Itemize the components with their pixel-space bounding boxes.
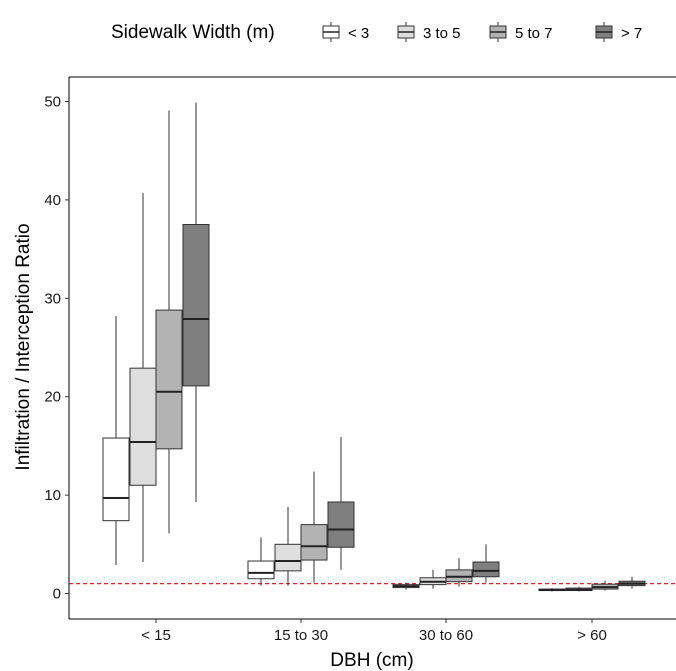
legend-item: 5 to 7 (489, 22, 553, 42)
legend-label: 3 to 5 (423, 25, 461, 42)
box-0-0 (102, 316, 130, 565)
box-body (182, 224, 210, 387)
plot-area (69, 102, 676, 592)
box-0-2 (392, 582, 420, 590)
box-2-0 (155, 110, 183, 534)
box-1-0 (129, 193, 157, 563)
y-tick-label: 20 (44, 389, 61, 406)
box-body (472, 561, 500, 578)
legend-label: < 3 (348, 25, 369, 42)
box-body (274, 543, 302, 572)
box-body (129, 367, 157, 486)
y-axis-ticks: 0 10 20 30 40 50 (44, 94, 69, 603)
box-0-1 (247, 537, 275, 586)
legend-item: 3 to 5 (397, 22, 461, 42)
box-3-0 (182, 102, 210, 502)
box-3-2 (472, 544, 500, 583)
y-axis-title: Infiltration / Interception Ratio (13, 223, 34, 470)
x-tick-label: 30 to 60 (419, 627, 473, 644)
x-tick-label: < 15 (141, 627, 171, 644)
legend-label: 5 to 7 (515, 25, 553, 42)
box-3-1 (327, 437, 355, 570)
x-axis-ticks: < 15 15 to 30 30 to 60 > 60 (141, 619, 607, 644)
x-axis-title: DBH (cm) (330, 650, 413, 671)
box-body (102, 437, 130, 522)
box-body (247, 560, 275, 580)
x-tick-label: 15 to 30 (274, 627, 328, 644)
y-tick-label: 30 (44, 290, 61, 307)
legend: Sidewalk Width (m) < 3 3 to 5 5 to 7 > 7 (111, 22, 642, 43)
x-tick-label: > 60 (577, 627, 607, 644)
box-body (327, 501, 355, 548)
box-body (300, 524, 328, 561)
legend-item: > 7 (595, 22, 642, 42)
y-tick-label: 10 (44, 487, 61, 504)
box-2-1 (300, 471, 328, 583)
y-tick-label: 50 (44, 94, 61, 111)
box-0-3 (538, 588, 566, 592)
y-tick-label: 0 (53, 586, 61, 603)
box-3-3 (618, 576, 646, 589)
box-2-2 (445, 558, 473, 587)
box-body (155, 309, 183, 450)
legend-label: > 7 (621, 25, 642, 42)
legend-item: < 3 (322, 22, 369, 42)
legend-title: Sidewalk Width (m) (111, 22, 275, 43)
y-tick-label: 40 (44, 192, 61, 209)
box-2-3 (591, 580, 619, 591)
